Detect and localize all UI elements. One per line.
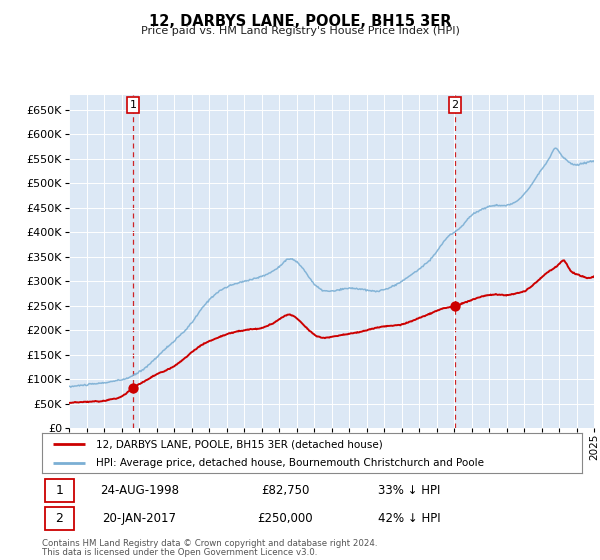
Text: 24-AUG-1998: 24-AUG-1998 <box>100 484 179 497</box>
Text: HPI: Average price, detached house, Bournemouth Christchurch and Poole: HPI: Average price, detached house, Bour… <box>96 458 484 468</box>
Text: Price paid vs. HM Land Registry's House Price Index (HPI): Price paid vs. HM Land Registry's House … <box>140 26 460 36</box>
Text: 1: 1 <box>55 484 63 497</box>
Text: 12, DARBYS LANE, POOLE, BH15 3ER: 12, DARBYS LANE, POOLE, BH15 3ER <box>149 14 451 29</box>
Text: 1: 1 <box>130 100 136 110</box>
Text: £82,750: £82,750 <box>261 484 309 497</box>
FancyBboxPatch shape <box>45 479 74 502</box>
Text: This data is licensed under the Open Government Licence v3.0.: This data is licensed under the Open Gov… <box>42 548 317 557</box>
Point <box>128 384 137 393</box>
Text: Contains HM Land Registry data © Crown copyright and database right 2024.: Contains HM Land Registry data © Crown c… <box>42 539 377 548</box>
Text: 12, DARBYS LANE, POOLE, BH15 3ER (detached house): 12, DARBYS LANE, POOLE, BH15 3ER (detach… <box>96 439 383 449</box>
Text: 33% ↓ HPI: 33% ↓ HPI <box>378 484 440 497</box>
Text: 2: 2 <box>451 100 458 110</box>
Text: 42% ↓ HPI: 42% ↓ HPI <box>378 512 440 525</box>
Text: 20-JAN-2017: 20-JAN-2017 <box>102 512 176 525</box>
Text: 2: 2 <box>55 512 63 525</box>
FancyBboxPatch shape <box>45 507 74 530</box>
Point <box>450 301 460 310</box>
Text: £250,000: £250,000 <box>257 512 313 525</box>
